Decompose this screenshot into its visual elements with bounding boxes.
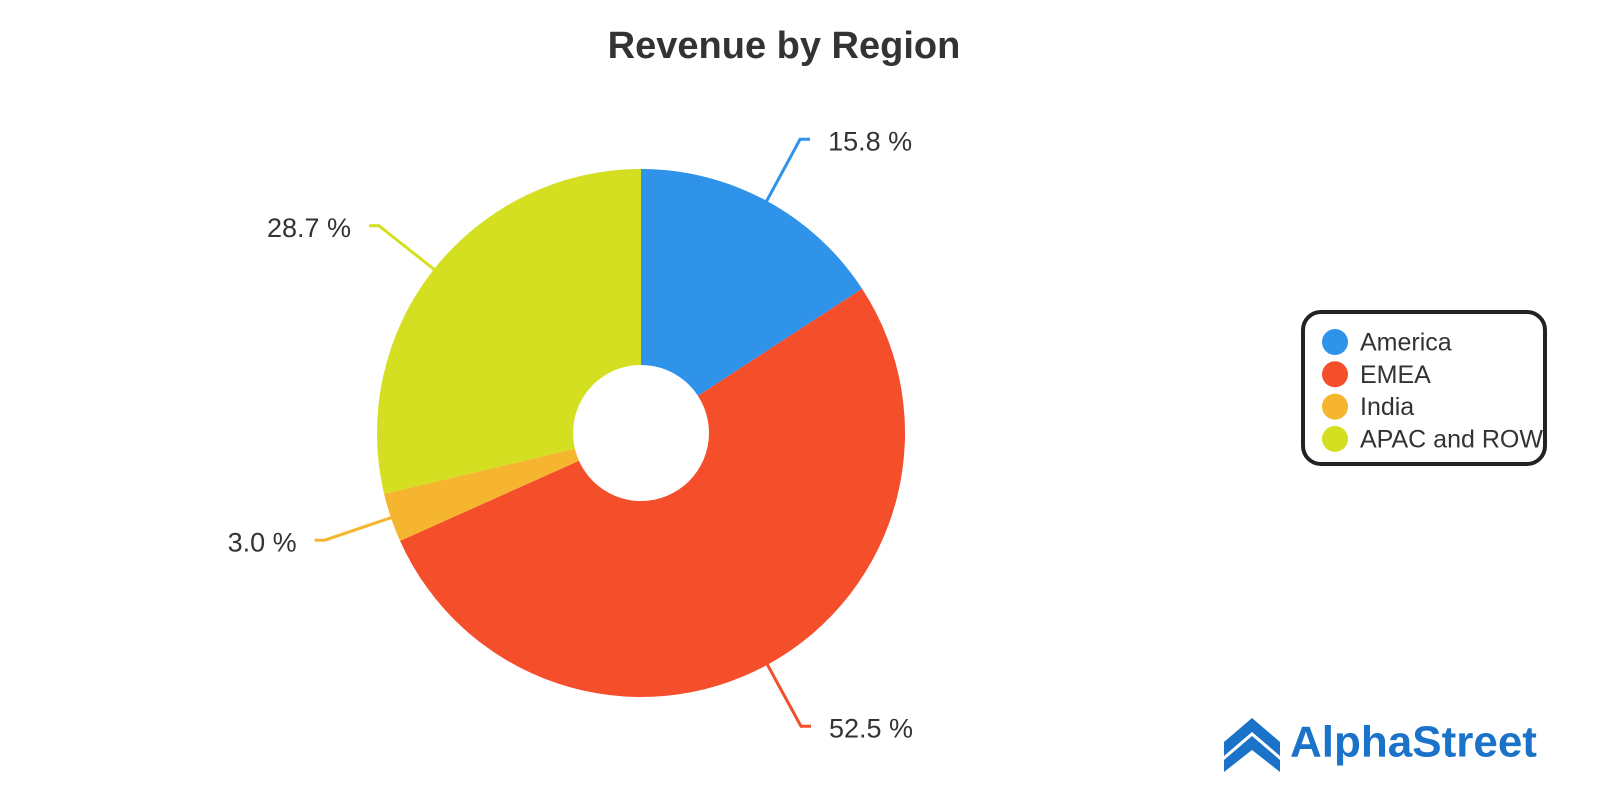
value-label: 52.5 % — [829, 713, 913, 743]
legend-swatch — [1322, 361, 1348, 388]
legend-swatch — [1322, 425, 1348, 452]
pie-slice — [384, 433, 641, 541]
chart-title: Revenue by Region — [608, 25, 961, 67]
legend-label: EMEA — [1360, 361, 1431, 389]
legend-swatch — [1322, 393, 1348, 420]
legend-label: America — [1360, 329, 1452, 357]
logo: AlphaStreet — [1224, 718, 1537, 772]
legend-box — [1301, 310, 1547, 466]
value-label: 3.0 % — [228, 527, 297, 557]
leader-line — [369, 224, 439, 273]
leader-line — [314, 515, 396, 542]
legend-label: India — [1360, 393, 1414, 421]
donut-hole — [573, 365, 709, 501]
leader-line — [764, 660, 811, 728]
logo-text: AlphaStreet — [1290, 718, 1537, 767]
pie-slice — [377, 169, 641, 494]
legend-label: APAC and ROW — [1360, 426, 1543, 454]
logo-icon — [1224, 736, 1280, 772]
pie-slice — [641, 169, 863, 433]
legend-swatch — [1322, 329, 1348, 355]
value-label: 28.7 % — [267, 213, 351, 243]
logo-icon — [1224, 718, 1280, 756]
value-label: 15.8 % — [828, 126, 912, 156]
legend: America EMEA India APAC and ROW — [1301, 310, 1547, 466]
leader-line — [763, 137, 811, 206]
